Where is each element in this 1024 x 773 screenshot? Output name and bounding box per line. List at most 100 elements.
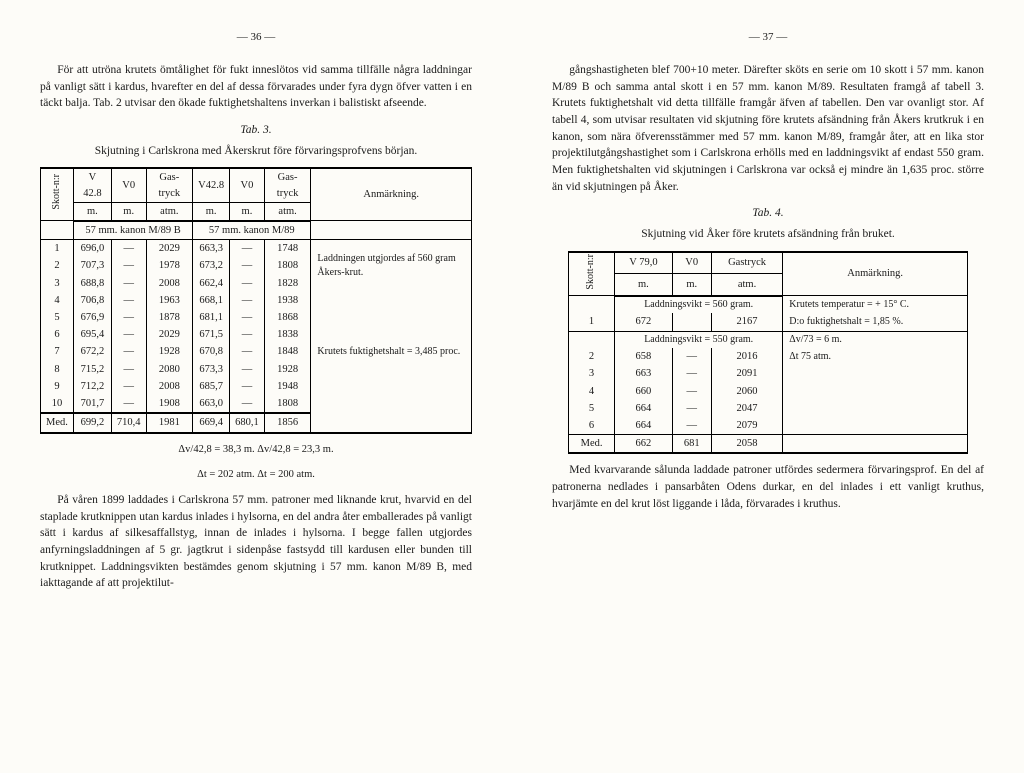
table-cell: 668,1 bbox=[193, 292, 230, 309]
table-cell: 6 bbox=[569, 417, 615, 435]
table-cell: — bbox=[230, 275, 265, 292]
lad2: Laddningsvikt = 550 gram. bbox=[615, 331, 783, 348]
table-cell: 1978 bbox=[146, 257, 193, 274]
table-cell: — bbox=[672, 365, 711, 382]
table-cell: — bbox=[230, 326, 265, 343]
r1c1: 672 bbox=[615, 313, 673, 331]
group-a: 57 mm. kanon M/89 B bbox=[73, 221, 192, 240]
table-cell: 715,2 bbox=[73, 361, 111, 378]
table-cell: 671,5 bbox=[193, 326, 230, 343]
u6: atm. bbox=[264, 202, 311, 221]
table-cell: 664 bbox=[615, 400, 673, 417]
t4u3: atm. bbox=[711, 274, 783, 296]
table-cell: 663,0 bbox=[193, 395, 230, 413]
table-cell: 670,8 bbox=[193, 343, 230, 360]
table-cell: — bbox=[230, 361, 265, 378]
page-number-left: — 36 — bbox=[40, 30, 472, 46]
anm-b: D:o fuktighetshalt = 1,85 %. bbox=[783, 313, 968, 331]
t4-v0: V0 bbox=[672, 252, 711, 274]
table-cell: — bbox=[672, 417, 711, 435]
table-cell: 663 bbox=[615, 365, 673, 382]
t4-anm: Anmärkning. bbox=[783, 252, 968, 296]
col-v428-b: V42.8 bbox=[193, 168, 230, 202]
med2: 710,4 bbox=[111, 413, 146, 432]
t4med3: 2058 bbox=[711, 435, 783, 454]
med5: 680,1 bbox=[230, 413, 265, 432]
table-cell: 658 bbox=[615, 348, 673, 365]
table-cell: 1748 bbox=[264, 240, 311, 258]
med-lbl: Med. bbox=[41, 413, 74, 432]
table-cell: — bbox=[672, 383, 711, 400]
table-cell: 5 bbox=[569, 400, 615, 417]
table-cell: 2047 bbox=[711, 400, 783, 417]
anm-cell: Krutets fuktighetshalt = 3,485 proc. bbox=[311, 292, 472, 414]
table-cell: — bbox=[111, 240, 146, 258]
tab4-title: Tab. 4. bbox=[552, 205, 984, 222]
table-cell: 6 bbox=[41, 326, 74, 343]
deltas-2: Δt = 202 atm. Δt = 200 atm. bbox=[40, 467, 472, 482]
table-cell: — bbox=[230, 257, 265, 274]
table-cell: 707,3 bbox=[73, 257, 111, 274]
table-cell: 10 bbox=[41, 395, 74, 413]
col-v0-a: V0 bbox=[111, 168, 146, 202]
med6: 1856 bbox=[264, 413, 311, 432]
t4u1: m. bbox=[615, 274, 673, 296]
table-cell: 688,8 bbox=[73, 275, 111, 292]
t4u2: m. bbox=[672, 274, 711, 296]
table-cell: 1948 bbox=[264, 378, 311, 395]
table-cell: 1878 bbox=[146, 309, 193, 326]
t4-gas: Gastryck bbox=[711, 252, 783, 274]
table-cell: 3 bbox=[569, 365, 615, 382]
table-cell: 7 bbox=[41, 343, 74, 360]
table-cell: 712,2 bbox=[73, 378, 111, 395]
col-skott: Skott-n:r bbox=[50, 174, 65, 210]
right-page: — 37 — gångshastigheten blef 700+10 mete… bbox=[512, 0, 1024, 773]
table-cell: — bbox=[230, 240, 265, 258]
table-cell: — bbox=[111, 361, 146, 378]
tab4-caption: Skjutning vid Åker före krutets afsändni… bbox=[552, 226, 984, 243]
table-cell: — bbox=[111, 309, 146, 326]
t4med1: 662 bbox=[615, 435, 673, 454]
table-3: Skott-n:r V 42.8 V0 Gas-tryck V42.8 V0 G… bbox=[40, 167, 472, 433]
table-cell: 8 bbox=[41, 361, 74, 378]
table-cell: — bbox=[111, 343, 146, 360]
t4med0: Med. bbox=[569, 435, 615, 454]
table-cell: — bbox=[111, 292, 146, 309]
left-para-2: På våren 1899 laddades i Carlskrona 57 m… bbox=[40, 492, 472, 592]
table-cell: 1868 bbox=[264, 309, 311, 326]
t4med2: 681 bbox=[672, 435, 711, 454]
col-gas-a: Gas-tryck bbox=[146, 168, 193, 202]
table-cell: 2091 bbox=[711, 365, 783, 382]
med1: 699,2 bbox=[73, 413, 111, 432]
table-cell: 662,4 bbox=[193, 275, 230, 292]
table-cell: — bbox=[111, 326, 146, 343]
anm-cell: Laddningen utgjordes af 560 gram Åkers-k… bbox=[311, 240, 472, 292]
u4: m. bbox=[193, 202, 230, 221]
table-cell: 676,9 bbox=[73, 309, 111, 326]
table-cell: 1828 bbox=[264, 275, 311, 292]
lad1: Laddningsvikt = 560 gram. bbox=[615, 296, 783, 314]
table-cell: 3 bbox=[41, 275, 74, 292]
table-cell: — bbox=[672, 400, 711, 417]
table-cell: 695,4 bbox=[73, 326, 111, 343]
right-para-2: Med kvarvarande sålunda laddade patroner… bbox=[552, 462, 984, 512]
table-cell: 706,8 bbox=[73, 292, 111, 309]
table-cell: 2008 bbox=[146, 275, 193, 292]
col-anm: Anmärkning. bbox=[311, 168, 472, 221]
anm-c: Δv/73 = 6 m. bbox=[783, 331, 968, 348]
table-cell: 1838 bbox=[264, 326, 311, 343]
table-cell: 4 bbox=[41, 292, 74, 309]
table-cell: 1 bbox=[41, 240, 74, 258]
u5: m. bbox=[230, 202, 265, 221]
table-cell: — bbox=[230, 395, 265, 413]
anm-a: Krutets temperatur = + 15° C. bbox=[783, 296, 968, 314]
table-cell: 2029 bbox=[146, 240, 193, 258]
col-gas-b: Gas-tryck bbox=[264, 168, 311, 202]
deltas-1: Δv/42,8 = 38,3 m. Δv/42,8 = 23,3 m. bbox=[40, 442, 472, 457]
table-cell: — bbox=[672, 348, 711, 365]
r1c3: 2167 bbox=[711, 313, 783, 331]
table-cell: 1928 bbox=[146, 343, 193, 360]
table-cell: 1908 bbox=[146, 395, 193, 413]
table-cell: 2008 bbox=[146, 378, 193, 395]
table-cell: 2016 bbox=[711, 348, 783, 365]
